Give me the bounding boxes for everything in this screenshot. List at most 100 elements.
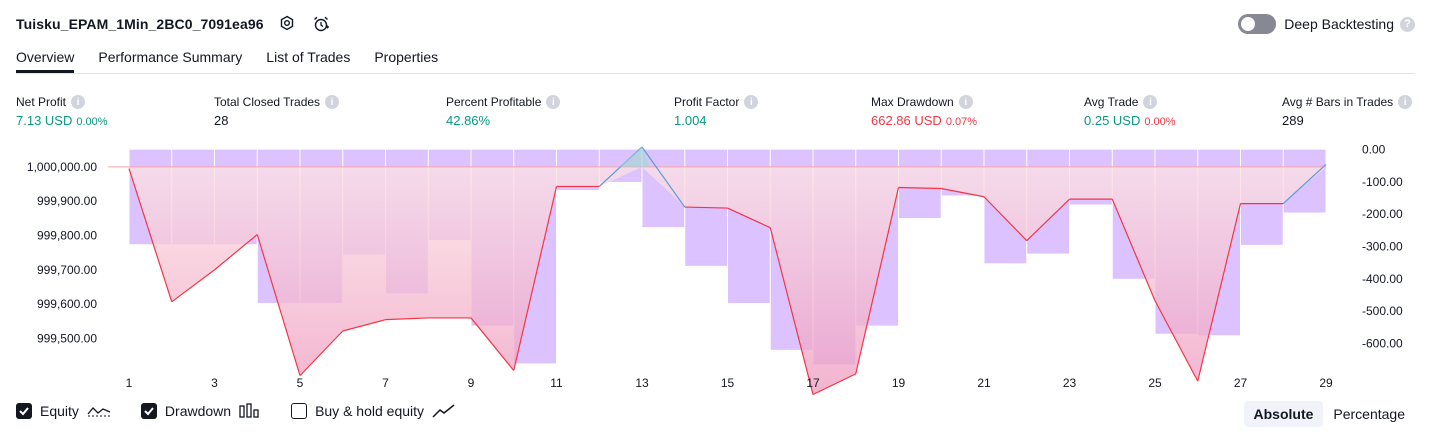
metric-total-closed-trades: Total Closed Trades i 28 <box>214 95 340 128</box>
right-tick-label: -500.00 <box>1362 304 1403 318</box>
right-tick-label: -100.00 <box>1362 175 1403 189</box>
x-tick-label: 5 <box>297 376 304 390</box>
tab-performance-summary[interactable]: Performance Summary <box>98 49 243 65</box>
x-tick-label: 11 <box>550 376 563 390</box>
equity-line-segment <box>214 234 258 271</box>
tab-properties[interactable]: Properties <box>374 49 439 65</box>
metric-value: 28 <box>214 113 229 128</box>
strategy-header: Tuisku_EPAM_1Min_2BC0_7091ea96 <box>16 12 332 36</box>
equity-line-segment <box>941 187 985 198</box>
metric-percent: 0.07% <box>945 116 978 128</box>
equity-line-segment <box>256 234 301 376</box>
equity-line-segment <box>385 317 429 321</box>
x-tick-label: 25 <box>1148 376 1162 390</box>
metric-label: Profit Factor <box>674 95 740 109</box>
legend-buy-hold[interactable]: Buy & hold equity <box>291 403 456 419</box>
metric-value: 7.13 USD <box>16 113 73 128</box>
metric-label: Total Closed Trades <box>214 95 321 109</box>
buy-hold-checkbox[interactable] <box>291 403 308 419</box>
x-tick-label: 21 <box>977 376 991 390</box>
info-icon[interactable]: i <box>546 95 561 109</box>
equity-line-segment <box>983 196 1028 242</box>
drawdown-checkbox[interactable] <box>140 403 157 419</box>
metric-label: Net Profit <box>16 95 67 109</box>
chart-mode-switch: Absolute Percentage <box>1243 401 1416 427</box>
equity-line-segment <box>898 186 942 190</box>
right-tick-label: -400.00 <box>1362 272 1403 286</box>
deep-backtesting: Deep Backtesting ? <box>1238 14 1415 34</box>
info-icon[interactable]: i <box>71 95 86 109</box>
right-tick-label: -200.00 <box>1362 207 1403 221</box>
x-tick-label: 1 <box>126 376 133 390</box>
legend-drawdown[interactable]: Drawdown <box>140 403 261 419</box>
alarm-clock-icon[interactable] <box>310 13 332 35</box>
tabs-divider <box>16 73 1415 74</box>
x-tick-label: 19 <box>892 376 906 390</box>
equity-line-segment <box>299 330 344 377</box>
x-tick-label: 23 <box>1063 376 1077 390</box>
absolute-button[interactable]: Absolute <box>1243 401 1324 427</box>
metric-value: 1.004 <box>674 113 707 128</box>
equity-line-segment <box>128 168 173 302</box>
x-tick-label: 3 <box>211 376 218 390</box>
x-tick-label: 17 <box>806 376 820 390</box>
buy-hold-line-icon <box>432 403 456 419</box>
x-tick-label: 13 <box>635 376 649 390</box>
legend-equity[interactable]: Equity <box>16 403 111 419</box>
equity-line-segment <box>684 206 728 209</box>
right-tick-label: -300.00 <box>1362 240 1403 254</box>
equity-area <box>129 166 1326 395</box>
metric-net-profit: Net Profit i 7.13 USD 0.00% <box>16 95 108 128</box>
metric-value: 0.25 USD <box>1084 113 1141 128</box>
x-tick-label: 29 <box>1319 376 1333 390</box>
left-tick-label: 999,700.00 <box>37 263 97 277</box>
info-icon[interactable]: i <box>744 95 759 109</box>
deep-backtesting-toggle[interactable] <box>1238 14 1277 34</box>
tab-bar: Overview Performance Summary List of Tra… <box>16 44 462 73</box>
help-icon[interactable]: ? <box>1400 16 1415 32</box>
left-tick-label: 999,800.00 <box>37 229 97 243</box>
equity-line-segment <box>727 207 771 229</box>
metric-label: Avg Trade <box>1084 95 1139 109</box>
equity-checkbox[interactable] <box>16 403 32 419</box>
tab-overview[interactable]: Overview <box>16 44 75 73</box>
metric-value: 662.86 USD <box>871 113 942 128</box>
settings-icon[interactable] <box>276 13 298 35</box>
info-icon[interactable]: i <box>1398 95 1413 109</box>
equity-positive-area <box>619 146 650 167</box>
metric-percent: 0.00% <box>76 116 108 128</box>
chart-legend: Equity Drawdown Buy & hold equity <box>16 403 486 419</box>
info-icon[interactable]: i <box>958 95 973 109</box>
left-tick-label: 999,500.00 <box>37 332 97 346</box>
metric-percent: 0.00% <box>1144 116 1176 128</box>
metric-avg-trade: Avg Trade i 0.25 USD 0.00% <box>1084 95 1176 128</box>
info-icon[interactable]: i <box>325 95 340 109</box>
metric-avg-bars: Avg # Bars in Trades i 289 <box>1282 95 1413 128</box>
percentage-button[interactable]: Percentage <box>1333 406 1405 422</box>
equity-line-segment <box>1026 198 1070 242</box>
metric-label: Max Drawdown <box>871 95 954 109</box>
info-icon[interactable]: i <box>1143 95 1158 109</box>
equity-line-segment <box>769 227 814 395</box>
equity-line-segment <box>641 146 686 208</box>
legend-label: Buy & hold equity <box>315 403 425 419</box>
right-tick-label: -600.00 <box>1362 336 1403 350</box>
x-tick-label: 9 <box>468 376 475 390</box>
x-tick-label: 15 <box>721 376 735 390</box>
equity-line-segment <box>513 186 558 371</box>
drawdown-bars-icon <box>239 403 261 419</box>
metric-max-drawdown: Max Drawdown i 662.86 USD 0.07% <box>871 95 977 128</box>
equity-line-segment <box>1282 164 1327 205</box>
right-tick-label: 0.00 <box>1362 143 1386 157</box>
left-tick-label: 999,900.00 <box>37 194 97 208</box>
equity-line-segment <box>812 373 857 395</box>
equity-chart[interactable]: 1,000,000.00 999,900.00 999,800.00 999,700.… <box>0 140 1431 395</box>
equity-line-segment <box>342 319 386 332</box>
strategy-name: Tuisku_EPAM_1Min_2BC0_7091ea96 <box>16 16 264 32</box>
metric-label: Percent Profitable <box>446 95 542 109</box>
legend-label: Drawdown <box>164 403 232 419</box>
x-tick-label: 27 <box>1234 376 1248 390</box>
tab-list-of-trades[interactable]: List of Trades <box>266 49 351 65</box>
left-tick-label: 999,600.00 <box>37 297 97 311</box>
toggle-knob <box>1241 17 1256 31</box>
